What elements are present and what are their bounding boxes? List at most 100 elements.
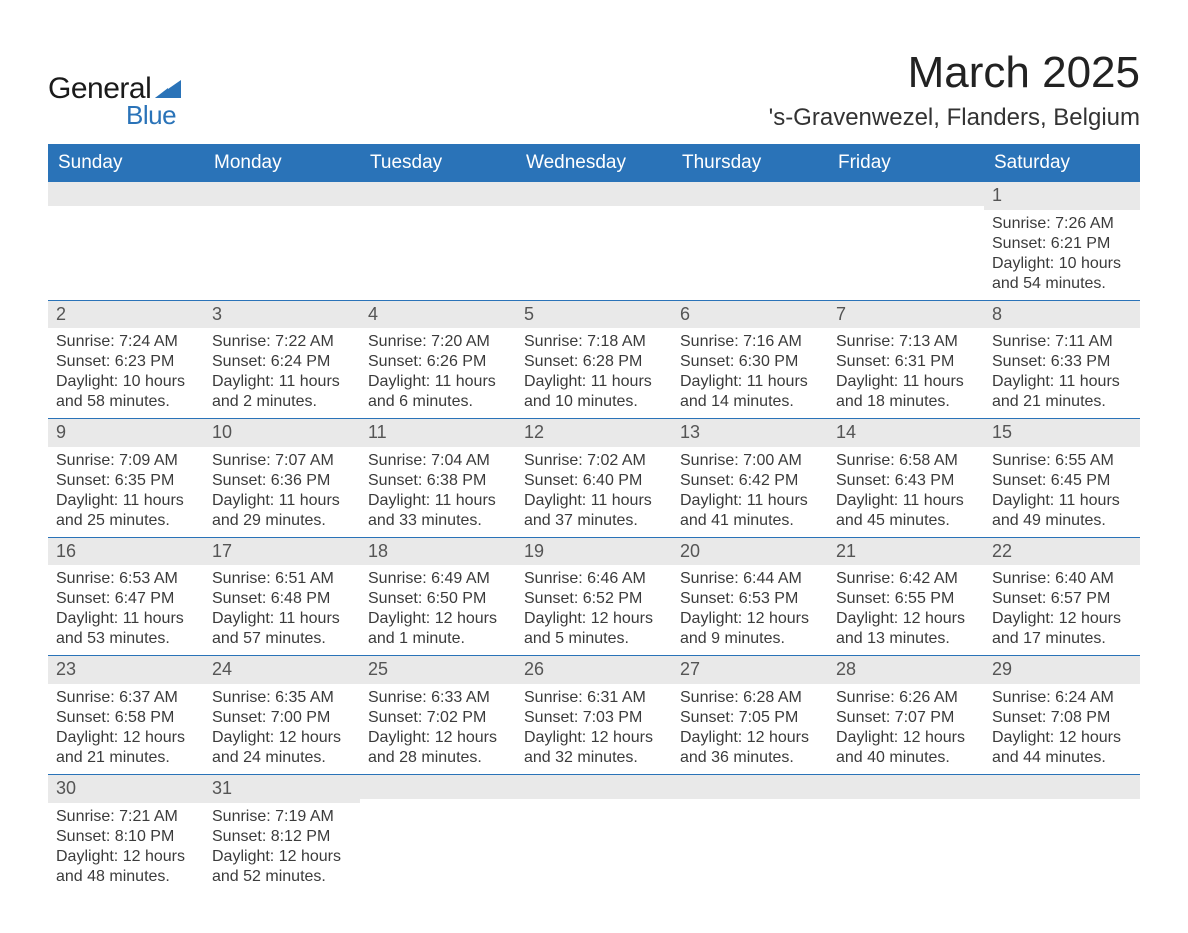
day-details: Sunrise: 6:35 AMSunset: 7:00 PMDaylight:… — [204, 684, 360, 774]
day-details — [984, 799, 1140, 819]
day-details: Sunrise: 7:24 AMSunset: 6:23 PMDaylight:… — [48, 328, 204, 418]
day-details — [516, 206, 672, 226]
daylight-text: Daylight: 12 hours and 17 minutes. — [992, 609, 1132, 649]
day-details: Sunrise: 7:20 AMSunset: 6:26 PMDaylight:… — [360, 328, 516, 418]
daylight-text: Daylight: 11 hours and 37 minutes. — [524, 491, 664, 531]
sunset-text: Sunset: 7:00 PM — [212, 708, 352, 728]
sunset-text: Sunset: 7:03 PM — [524, 708, 664, 728]
page: General Blue March 2025 's-Gravenwezel, … — [0, 0, 1188, 933]
calendar-day-cell: 1Sunrise: 7:26 AMSunset: 6:21 PMDaylight… — [984, 182, 1140, 300]
calendar-day-cell — [828, 774, 984, 892]
calendar-header-row: Sunday Monday Tuesday Wednesday Thursday… — [48, 144, 1140, 182]
day-number: 17 — [204, 538, 360, 566]
sunset-text: Sunset: 6:45 PM — [992, 471, 1132, 491]
day-details: Sunrise: 7:09 AMSunset: 6:35 PMDaylight:… — [48, 447, 204, 537]
sunrise-text: Sunrise: 6:44 AM — [680, 569, 820, 589]
sunrise-text: Sunrise: 7:22 AM — [212, 332, 352, 352]
day-number: 26 — [516, 656, 672, 684]
calendar-day-cell — [672, 182, 828, 300]
calendar-day-cell: 15Sunrise: 6:55 AMSunset: 6:45 PMDayligh… — [984, 419, 1140, 538]
sunrise-text: Sunrise: 7:07 AM — [212, 451, 352, 471]
sunset-text: Sunset: 8:10 PM — [56, 827, 196, 847]
day-number: 7 — [828, 301, 984, 329]
daylight-text: Daylight: 10 hours and 54 minutes. — [992, 254, 1132, 294]
sunset-text: Sunset: 6:48 PM — [212, 589, 352, 609]
day-details: Sunrise: 6:28 AMSunset: 7:05 PMDaylight:… — [672, 684, 828, 774]
day-details — [828, 206, 984, 226]
daylight-text: Daylight: 12 hours and 48 minutes. — [56, 847, 196, 887]
calendar-day-cell: 2Sunrise: 7:24 AMSunset: 6:23 PMDaylight… — [48, 300, 204, 419]
sunset-text: Sunset: 6:52 PM — [524, 589, 664, 609]
day-number — [672, 182, 828, 206]
day-number: 28 — [828, 656, 984, 684]
sunrise-text: Sunrise: 6:33 AM — [368, 688, 508, 708]
day-number: 29 — [984, 656, 1140, 684]
calendar-day-cell: 23Sunrise: 6:37 AMSunset: 6:58 PMDayligh… — [48, 656, 204, 775]
day-details — [516, 799, 672, 819]
daylight-text: Daylight: 12 hours and 40 minutes. — [836, 728, 976, 768]
day-number: 21 — [828, 538, 984, 566]
calendar-week-row: 2Sunrise: 7:24 AMSunset: 6:23 PMDaylight… — [48, 300, 1140, 419]
sunset-text: Sunset: 6:23 PM — [56, 352, 196, 372]
calendar-day-cell: 7Sunrise: 7:13 AMSunset: 6:31 PMDaylight… — [828, 300, 984, 419]
daylight-text: Daylight: 11 hours and 41 minutes. — [680, 491, 820, 531]
daylight-text: Daylight: 11 hours and 25 minutes. — [56, 491, 196, 531]
day-number — [516, 775, 672, 799]
sunrise-text: Sunrise: 7:02 AM — [524, 451, 664, 471]
calendar-day-cell: 8Sunrise: 7:11 AMSunset: 6:33 PMDaylight… — [984, 300, 1140, 419]
day-number: 5 — [516, 301, 672, 329]
daylight-text: Daylight: 12 hours and 24 minutes. — [212, 728, 352, 768]
daylight-text: Daylight: 12 hours and 9 minutes. — [680, 609, 820, 649]
daylight-text: Daylight: 12 hours and 44 minutes. — [992, 728, 1132, 768]
sunset-text: Sunset: 6:47 PM — [56, 589, 196, 609]
sunset-text: Sunset: 6:57 PM — [992, 589, 1132, 609]
sunrise-text: Sunrise: 7:16 AM — [680, 332, 820, 352]
sunset-text: Sunset: 6:42 PM — [680, 471, 820, 491]
daylight-text: Daylight: 11 hours and 10 minutes. — [524, 372, 664, 412]
daylight-text: Daylight: 11 hours and 57 minutes. — [212, 609, 352, 649]
day-details: Sunrise: 6:51 AMSunset: 6:48 PMDaylight:… — [204, 565, 360, 655]
sunset-text: Sunset: 6:58 PM — [56, 708, 196, 728]
calendar-day-cell: 18Sunrise: 6:49 AMSunset: 6:50 PMDayligh… — [360, 537, 516, 656]
daylight-text: Daylight: 11 hours and 6 minutes. — [368, 372, 508, 412]
day-number — [984, 775, 1140, 799]
calendar-day-cell — [516, 774, 672, 892]
day-number — [48, 182, 204, 206]
day-number — [360, 775, 516, 799]
calendar-day-cell: 5Sunrise: 7:18 AMSunset: 6:28 PMDaylight… — [516, 300, 672, 419]
day-details: Sunrise: 7:26 AMSunset: 6:21 PMDaylight:… — [984, 210, 1140, 300]
calendar-day-cell: 16Sunrise: 6:53 AMSunset: 6:47 PMDayligh… — [48, 537, 204, 656]
day-number: 10 — [204, 419, 360, 447]
day-details: Sunrise: 7:13 AMSunset: 6:31 PMDaylight:… — [828, 328, 984, 418]
calendar-week-row: 30Sunrise: 7:21 AMSunset: 8:10 PMDayligh… — [48, 774, 1140, 892]
sunset-text: Sunset: 7:02 PM — [368, 708, 508, 728]
sunset-text: Sunset: 6:24 PM — [212, 352, 352, 372]
day-details: Sunrise: 6:53 AMSunset: 6:47 PMDaylight:… — [48, 565, 204, 655]
calendar-day-cell: 27Sunrise: 6:28 AMSunset: 7:05 PMDayligh… — [672, 656, 828, 775]
day-details: Sunrise: 7:18 AMSunset: 6:28 PMDaylight:… — [516, 328, 672, 418]
day-number — [828, 775, 984, 799]
day-details: Sunrise: 7:19 AMSunset: 8:12 PMDaylight:… — [204, 803, 360, 893]
calendar-day-cell: 9Sunrise: 7:09 AMSunset: 6:35 PMDaylight… — [48, 419, 204, 538]
calendar-day-cell: 30Sunrise: 7:21 AMSunset: 8:10 PMDayligh… — [48, 774, 204, 892]
daylight-text: Daylight: 11 hours and 29 minutes. — [212, 491, 352, 531]
page-subtitle: 's-Gravenwezel, Flanders, Belgium — [769, 104, 1140, 132]
day-number: 16 — [48, 538, 204, 566]
sunrise-text: Sunrise: 7:18 AM — [524, 332, 664, 352]
calendar-day-cell: 6Sunrise: 7:16 AMSunset: 6:30 PMDaylight… — [672, 300, 828, 419]
daylight-text: Daylight: 12 hours and 52 minutes. — [212, 847, 352, 887]
day-number: 30 — [48, 775, 204, 803]
day-details — [360, 206, 516, 226]
sunrise-text: Sunrise: 7:13 AM — [836, 332, 976, 352]
sunrise-text: Sunrise: 7:04 AM — [368, 451, 508, 471]
day-number: 11 — [360, 419, 516, 447]
sunrise-text: Sunrise: 6:35 AM — [212, 688, 352, 708]
sunrise-text: Sunrise: 7:09 AM — [56, 451, 196, 471]
day-details: Sunrise: 7:11 AMSunset: 6:33 PMDaylight:… — [984, 328, 1140, 418]
sunset-text: Sunset: 6:26 PM — [368, 352, 508, 372]
sunrise-text: Sunrise: 6:24 AM — [992, 688, 1132, 708]
sunrise-text: Sunrise: 7:19 AM — [212, 807, 352, 827]
day-details — [48, 206, 204, 226]
calendar-table: Sunday Monday Tuesday Wednesday Thursday… — [48, 144, 1140, 893]
calendar-day-cell: 20Sunrise: 6:44 AMSunset: 6:53 PMDayligh… — [672, 537, 828, 656]
